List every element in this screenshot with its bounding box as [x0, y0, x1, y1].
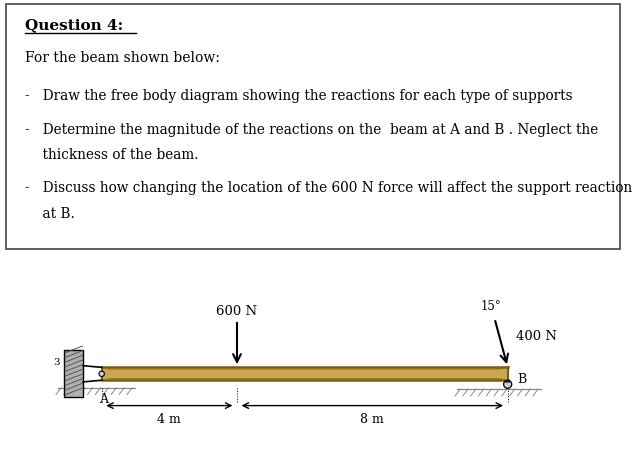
- Text: 4: 4: [66, 378, 73, 387]
- Circle shape: [504, 380, 511, 389]
- Text: 8 m: 8 m: [360, 412, 384, 425]
- Text: 5: 5: [77, 355, 84, 364]
- Text: A: A: [99, 392, 108, 405]
- Text: -   Draw the free body diagram showing the reactions for each type of supports: - Draw the free body diagram showing the…: [25, 89, 573, 103]
- Text: 15°: 15°: [481, 299, 501, 312]
- Text: at B.: at B.: [25, 207, 75, 220]
- Bar: [102, 368, 508, 380]
- Circle shape: [99, 371, 104, 377]
- Text: 400 N: 400 N: [516, 329, 557, 342]
- Bar: [65, 350, 83, 398]
- Text: Question 4:: Question 4:: [25, 18, 123, 32]
- Text: thickness of the beam.: thickness of the beam.: [25, 148, 199, 162]
- Text: -   Discuss how changing the location of the 600 N force will affect the support: - Discuss how changing the location of t…: [25, 181, 632, 195]
- FancyBboxPatch shape: [6, 5, 620, 250]
- Text: 3: 3: [54, 358, 60, 367]
- Text: 600 N: 600 N: [216, 304, 258, 317]
- Text: B: B: [517, 372, 527, 385]
- Text: -   Determine the magnitude of the reactions on the  beam at A and B . Neglect t: - Determine the magnitude of the reactio…: [25, 122, 599, 136]
- Text: For the beam shown below:: For the beam shown below:: [25, 51, 220, 65]
- Text: 4 m: 4 m: [158, 412, 181, 425]
